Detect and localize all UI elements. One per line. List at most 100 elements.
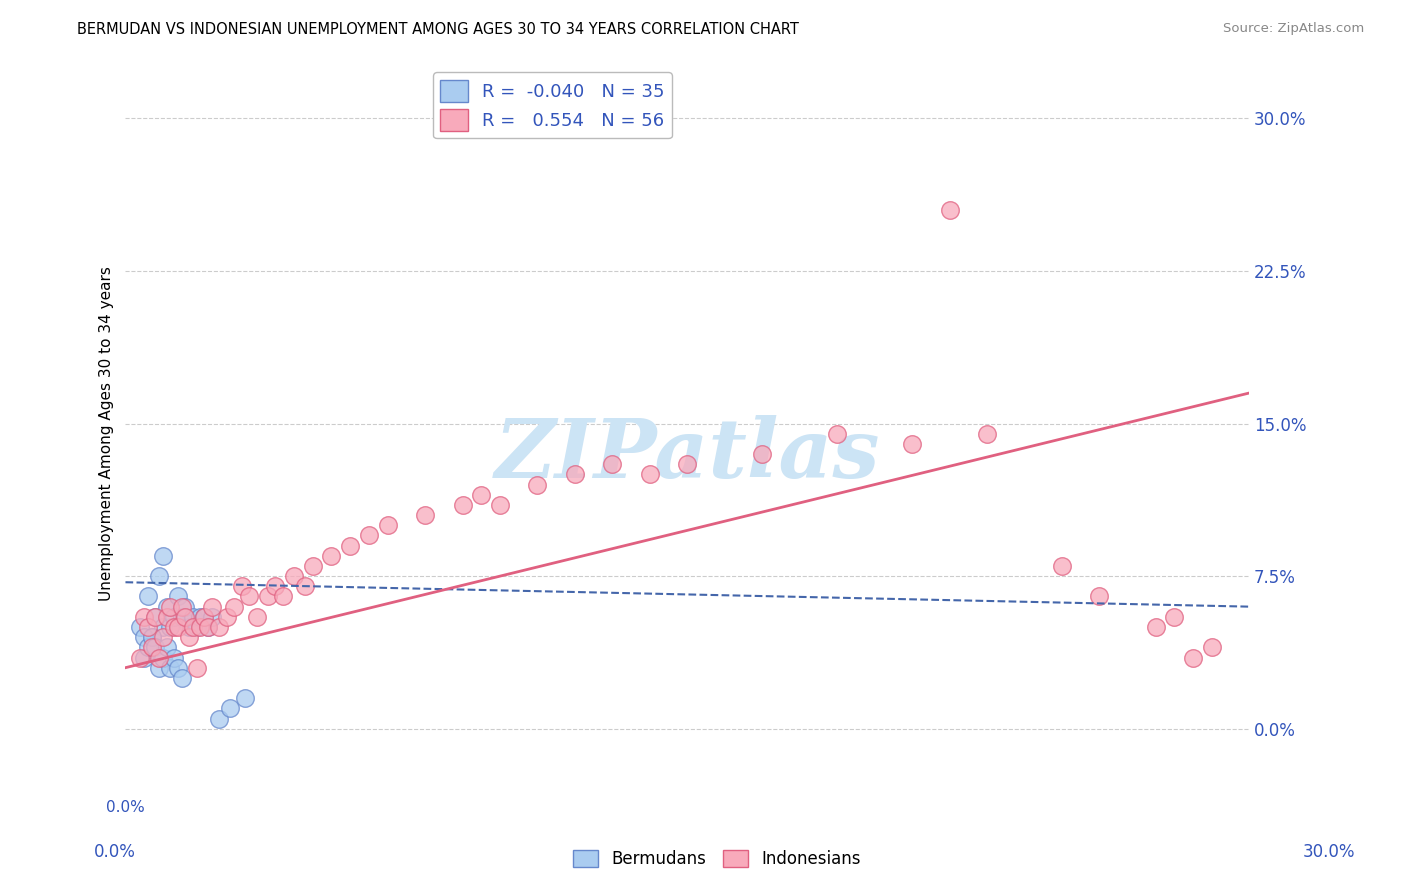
Point [219,701,242,715]
Point [564,467,586,482]
Point [156,640,179,655]
Point [470,488,492,502]
Point [676,457,699,471]
Point [1050,558,1073,573]
Point [152,650,174,665]
Point [134,650,156,665]
Point [1181,650,1204,665]
Point [638,467,661,482]
Point [201,599,224,614]
Point [825,426,848,441]
Legend: Bermudans, Indonesians: Bermudans, Indonesians [567,843,868,875]
Point [901,437,924,451]
Text: 30.0%: 30.0% [1302,843,1355,861]
Point [170,671,193,685]
Point [159,661,181,675]
Point [222,599,245,614]
Legend: R =  -0.040   N = 35, R =   0.554   N = 56: R = -0.040 N = 35, R = 0.554 N = 56 [433,72,672,138]
Point [179,620,201,634]
Point [145,610,167,624]
Point [301,558,323,573]
Point [193,610,215,624]
Point [148,569,170,583]
Point [1144,620,1167,634]
Point [231,579,253,593]
Point [159,599,181,614]
Point [357,528,380,542]
Point [208,712,231,726]
Point [167,661,190,675]
Point [152,549,174,563]
Point [1088,590,1111,604]
Point [148,650,170,665]
Point [190,610,212,624]
Point [145,610,167,624]
Point [156,599,179,614]
Point [179,630,201,644]
Point [181,620,204,634]
Y-axis label: Unemployment Among Ages 30 to 34 years: Unemployment Among Ages 30 to 34 years [100,267,114,601]
Point [141,630,163,644]
Text: ZIPatlas: ZIPatlas [495,415,880,495]
Point [321,549,343,563]
Point [1201,640,1223,655]
Point [163,610,186,624]
Point [451,498,474,512]
Point [245,610,267,624]
Point [413,508,436,522]
Text: BERMUDAN VS INDONESIAN UNEMPLOYMENT AMONG AGES 30 TO 34 YEARS CORRELATION CHART: BERMUDAN VS INDONESIAN UNEMPLOYMENT AMON… [77,22,799,37]
Point [377,518,399,533]
Point [152,620,174,634]
Point [134,610,156,624]
Point [938,202,960,217]
Point [489,498,512,512]
Point [163,650,186,665]
Point [148,661,170,675]
Point [339,539,361,553]
Point [283,569,305,583]
Point [141,630,163,644]
Point [238,590,260,604]
Point [141,640,163,655]
Point [208,620,231,634]
Text: 0.0%: 0.0% [94,843,136,861]
Point [186,620,208,634]
Text: Source: ZipAtlas.com: Source: ZipAtlas.com [1223,22,1364,36]
Point [193,610,215,624]
Point [181,610,204,624]
Point [134,630,156,644]
Point [526,477,548,491]
Point [190,620,212,634]
Point [256,590,278,604]
Point [156,610,179,624]
Point [294,579,316,593]
Point [1163,610,1185,624]
Point [170,599,193,614]
Text: 0.0%: 0.0% [105,800,145,815]
Point [271,590,294,604]
Point [197,620,219,634]
Point [170,610,193,624]
Point [159,620,181,634]
Point [136,590,159,604]
Point [145,640,167,655]
Point [602,457,624,471]
Point [264,579,287,593]
Point [976,426,998,441]
Point [163,620,186,634]
Point [167,590,190,604]
Point [136,620,159,634]
Point [174,610,197,624]
Point [129,650,152,665]
Point [201,610,224,624]
Point [233,691,256,706]
Point [136,640,159,655]
Point [167,620,190,634]
Point [129,620,152,634]
Point [751,447,773,461]
Point [197,620,219,634]
Point [152,630,174,644]
Point [186,661,208,675]
Point [174,599,197,614]
Point [215,610,238,624]
